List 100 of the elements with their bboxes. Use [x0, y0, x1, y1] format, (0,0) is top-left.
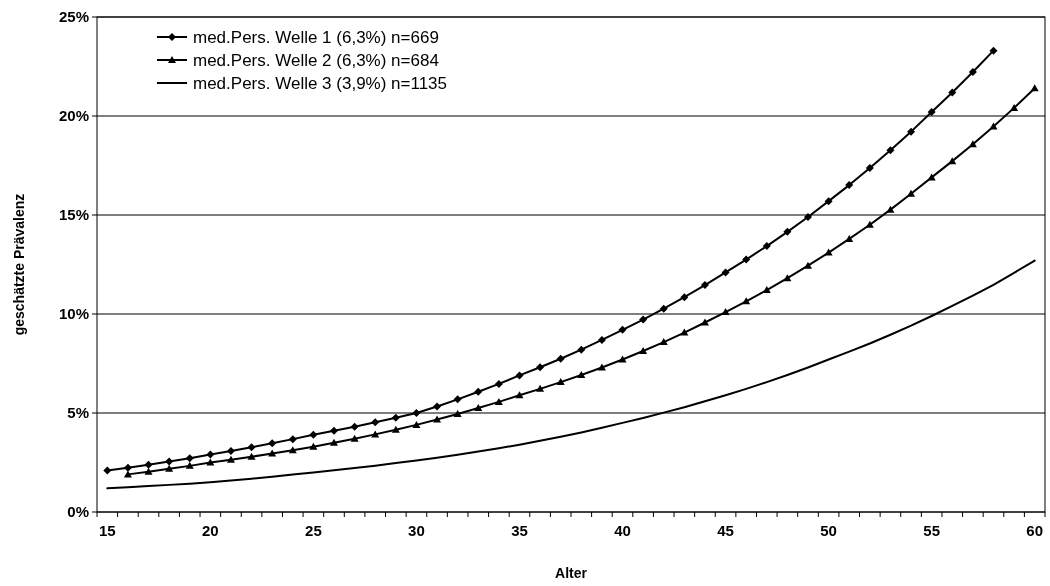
- point: [659, 338, 668, 346]
- point: [907, 189, 916, 197]
- point: [165, 457, 174, 466]
- point: [185, 454, 194, 463]
- point: [700, 318, 709, 326]
- x-tick-label: 50: [820, 522, 837, 539]
- point: [536, 384, 545, 392]
- point: [226, 455, 235, 463]
- y-axis-title: geschätzte Prävalenz: [11, 193, 27, 336]
- point: [494, 397, 503, 405]
- point: [556, 378, 565, 386]
- point: [453, 395, 462, 404]
- point: [968, 140, 977, 148]
- point: [371, 418, 380, 427]
- point: [350, 422, 359, 431]
- point: [865, 164, 874, 173]
- x-tick-label: 15: [98, 522, 116, 539]
- y-tick-label: 15%: [58, 206, 89, 224]
- point: [515, 371, 524, 380]
- point: [577, 370, 586, 378]
- point: [968, 68, 977, 77]
- y-tick-label: 0%: [67, 503, 89, 521]
- point: [391, 413, 400, 422]
- point: [268, 449, 277, 457]
- point: [721, 268, 730, 277]
- x-tick-label: 20: [202, 522, 219, 539]
- y-tick-label: 10%: [58, 305, 89, 323]
- point: [391, 425, 400, 433]
- point: [865, 220, 874, 228]
- point: [206, 450, 215, 459]
- x-tick-label: 35: [511, 522, 528, 539]
- point: [330, 426, 338, 435]
- point: [597, 335, 606, 344]
- point: [618, 355, 627, 363]
- x-tick-label: 30: [408, 522, 425, 539]
- point: [268, 439, 277, 448]
- point: [907, 127, 916, 136]
- point: [680, 293, 689, 302]
- point: [721, 308, 730, 316]
- point: [474, 387, 483, 396]
- point: [886, 205, 895, 213]
- point: [639, 315, 648, 324]
- point: [412, 409, 421, 417]
- point: [474, 404, 483, 412]
- point: [494, 379, 503, 388]
- point: [123, 463, 132, 472]
- x-tick-label: 45: [717, 522, 734, 539]
- point: [742, 297, 751, 305]
- point: [618, 325, 627, 334]
- point: [639, 347, 648, 355]
- point: [165, 464, 174, 472]
- point: [762, 286, 771, 294]
- y-tick-label: 20%: [58, 107, 89, 125]
- x-tick-label: 55: [923, 522, 940, 539]
- point: [247, 452, 256, 460]
- point: [824, 197, 833, 206]
- point: [515, 391, 524, 399]
- point: [659, 304, 668, 313]
- point: [433, 415, 442, 423]
- point: [845, 181, 854, 190]
- point: [288, 435, 297, 444]
- point: [309, 430, 318, 439]
- point: [536, 363, 545, 372]
- point: [989, 46, 998, 55]
- legend-label: med.Pers. Welle 3 (3,9%) n=1135: [193, 73, 448, 93]
- legend-label: med.Pers. Welle 2 (6,3%) n=684: [193, 50, 439, 70]
- point: [288, 446, 297, 454]
- point: [144, 460, 153, 469]
- point: [144, 467, 153, 475]
- point: [742, 255, 751, 264]
- legend-label: med.Pers. Welle 1 (6,3%) n=669: [193, 27, 439, 47]
- point: [824, 248, 833, 256]
- point: [350, 434, 359, 442]
- point: [1010, 103, 1019, 111]
- point: [845, 234, 854, 242]
- point: [206, 458, 215, 466]
- x-tick-label: 60: [1026, 522, 1044, 539]
- point: [185, 461, 194, 469]
- point: [103, 466, 112, 475]
- point: [412, 420, 421, 428]
- point: [226, 447, 235, 456]
- point: [433, 402, 442, 411]
- point: [309, 442, 318, 450]
- y-tick-label: 5%: [67, 404, 89, 422]
- point: [247, 443, 256, 452]
- point: [886, 146, 895, 155]
- x-axis-title: Alter: [555, 565, 588, 581]
- y-tick-label: 25%: [58, 8, 89, 26]
- point: [948, 88, 957, 97]
- point: [577, 345, 586, 354]
- point: [804, 212, 812, 221]
- point: [330, 438, 338, 446]
- point: [762, 242, 771, 251]
- point: [948, 157, 957, 165]
- x-tick-label: 25: [305, 522, 322, 539]
- point: [700, 281, 709, 290]
- x-tick-label: 40: [614, 522, 631, 539]
- point: [680, 328, 689, 336]
- point: [1030, 84, 1039, 92]
- point: [783, 274, 792, 282]
